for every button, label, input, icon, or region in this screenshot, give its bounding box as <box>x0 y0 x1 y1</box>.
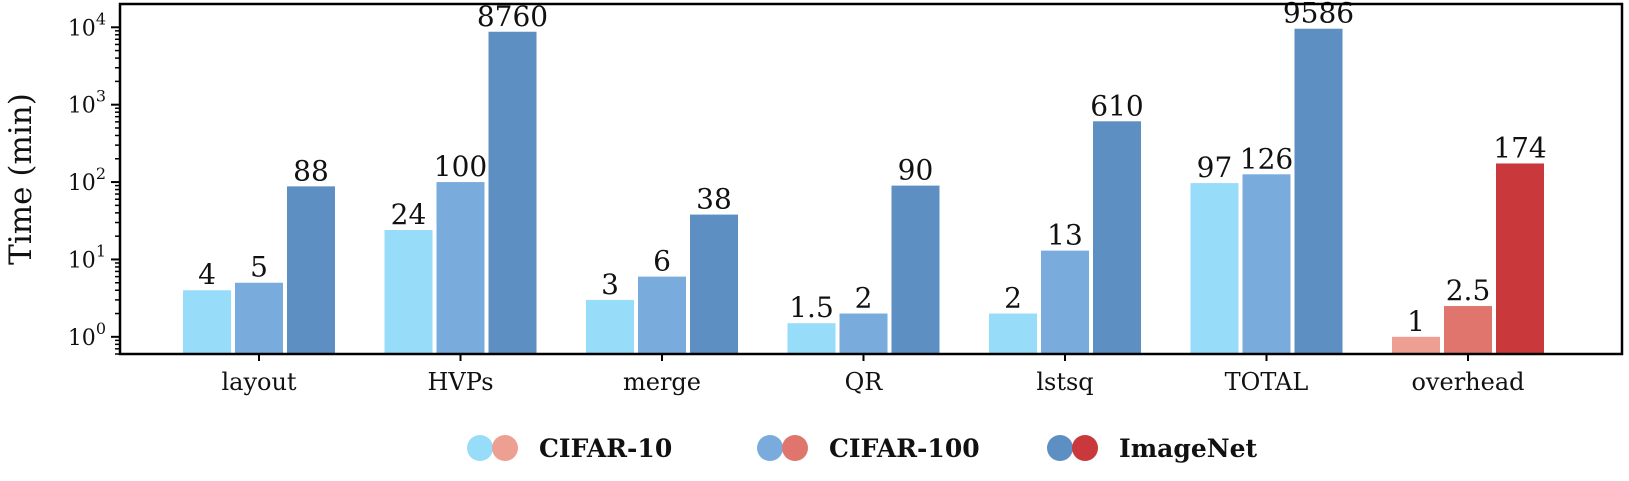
bar-qr-cifar-10 <box>787 323 836 354</box>
bar-lstsq-cifar-100 <box>1041 250 1089 354</box>
legend-marker-red <box>492 435 518 461</box>
bar-hvps-imagenet <box>488 31 537 354</box>
data-label: 2.5 <box>1446 274 1491 307</box>
bar-lstsq-imagenet <box>1093 121 1141 354</box>
legend-marker-red <box>782 435 808 461</box>
data-label: 38 <box>696 183 732 216</box>
y-tick-label: 100 <box>68 319 106 351</box>
bars-layer <box>183 28 1544 355</box>
bar-overhead-cifar-10 <box>1392 336 1440 354</box>
y-tick-label: 102 <box>68 164 106 196</box>
bar-layout-cifar-10 <box>183 290 231 354</box>
data-label: 4 <box>198 258 216 291</box>
bar-qr-imagenet <box>891 185 940 354</box>
legend: CIFAR-10 CIFAR-100 ImageNet <box>467 434 1257 463</box>
bar-total-imagenet <box>1294 28 1343 355</box>
x-tick-label: merge <box>623 368 701 396</box>
data-label: 1.5 <box>789 291 834 324</box>
legend-marker-red <box>1072 435 1098 461</box>
legend-marker-blue <box>757 435 783 461</box>
bar-total-cifar-100 <box>1242 174 1291 354</box>
y-tick-exponent: 2 <box>96 164 106 183</box>
legend-item-cifar-100: CIFAR-100 <box>757 434 980 463</box>
data-label: 3 <box>601 268 619 301</box>
y-tick-exponent: 0 <box>96 319 106 338</box>
data-label: 13 <box>1047 219 1083 252</box>
legend-label: CIFAR-10 <box>539 434 672 463</box>
x-tick-label: TOTAL <box>1225 368 1309 396</box>
bar-merge-cifar-100 <box>638 276 686 354</box>
y-tick-base: 10 <box>68 171 96 196</box>
data-label: 5 <box>250 251 268 284</box>
data-label: 97 <box>1197 151 1233 184</box>
y-tick-label: 103 <box>68 87 106 119</box>
legend-label: ImageNet <box>1119 434 1257 463</box>
x-tick-label: lstsq <box>1036 368 1093 396</box>
bar-overhead-imagenet <box>1496 163 1544 354</box>
data-label: 610 <box>1090 89 1143 122</box>
data-label: 88 <box>293 154 329 187</box>
data-label: 1 <box>1407 305 1425 338</box>
y-tick-base: 10 <box>68 94 96 119</box>
bar-total-cifar-10 <box>1190 183 1239 354</box>
x-tick-label: QR <box>845 368 884 396</box>
legend-item-imagenet: ImageNet <box>1047 434 1257 463</box>
data-label: 8760 <box>477 0 548 33</box>
legend-label: CIFAR-100 <box>829 434 980 463</box>
y-tick-base: 10 <box>68 16 96 41</box>
y-tick-exponent: 1 <box>96 241 106 260</box>
data-label: 174 <box>1493 131 1546 164</box>
y-tick-label: 104 <box>68 9 106 41</box>
y-tick-base: 10 <box>68 326 96 351</box>
bar-layout-imagenet <box>287 186 335 354</box>
bar-layout-cifar-100 <box>235 282 283 354</box>
bar-overhead-cifar-100 <box>1444 306 1492 354</box>
data-label: 2 <box>1004 282 1022 315</box>
data-label: 100 <box>434 150 487 183</box>
legend-item-cifar-10: CIFAR-10 <box>467 434 672 463</box>
x-axis: layout HVPs merge QR lstsq TOTAL overhead <box>221 354 1525 396</box>
y-tick-exponent: 3 <box>96 87 106 106</box>
x-tick-label: layout <box>221 368 296 396</box>
bar-merge-imagenet <box>690 214 738 354</box>
legend-marker-blue <box>467 435 493 461</box>
data-label: 24 <box>391 198 427 231</box>
x-tick-label: overhead <box>1411 368 1524 396</box>
y-tick-label: 101 <box>68 241 106 273</box>
bar-hvps-cifar-100 <box>436 182 485 354</box>
y-tick-exponent: 4 <box>96 9 106 28</box>
bar-merge-cifar-10 <box>586 299 634 354</box>
y-axis-title: Time (min) <box>3 93 39 265</box>
data-label: 90 <box>898 154 934 187</box>
data-label: 6 <box>653 245 671 278</box>
bar-qr-cifar-100 <box>839 313 888 354</box>
data-label: 126 <box>1240 142 1293 175</box>
bar-lstsq-cifar-10 <box>989 313 1037 354</box>
y-tick-base: 10 <box>68 248 96 273</box>
x-tick-label: HVPs <box>427 368 493 396</box>
bar-hvps-cifar-10 <box>384 230 433 354</box>
data-label: 2 <box>855 282 873 315</box>
plot-frame <box>118 2 1624 356</box>
legend-marker-blue <box>1047 435 1073 461</box>
